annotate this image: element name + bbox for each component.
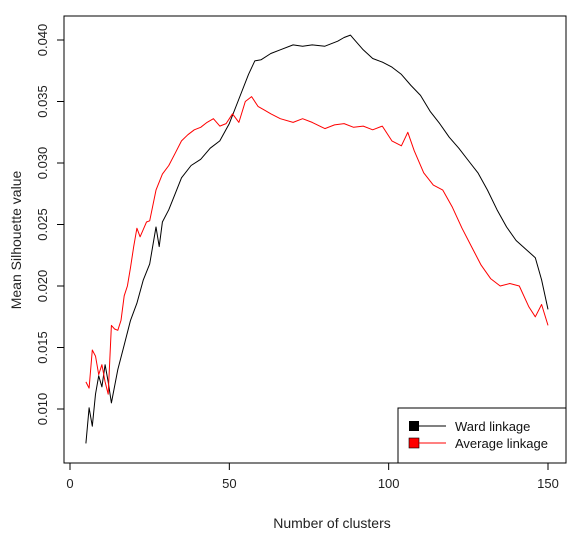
- y-tick-label: 0.035: [35, 85, 50, 118]
- x-tick-label: 150: [537, 476, 559, 491]
- legend-box: [397, 407, 567, 464]
- y-tick-label: 0.010: [35, 393, 50, 426]
- y-tick-label: 0.030: [35, 147, 50, 180]
- x-axis-title: Number of clusters: [273, 515, 390, 531]
- series-layer: [85, 34, 549, 444]
- legend-swatch-ward: [409, 421, 419, 431]
- y-axis: 0.010 0.015 0.020 0.025 0.030 0.035 0.040: [35, 24, 64, 426]
- y-tick-label: 0.020: [35, 270, 50, 303]
- x-tick-label: 0: [66, 476, 73, 491]
- series-line-average: [85, 96, 549, 395]
- y-tick-label: 0.040: [35, 24, 50, 57]
- y-tick-label: 0.025: [35, 208, 50, 241]
- legend-swatch-average: [408, 437, 420, 449]
- x-axis: 0 50 100 150: [66, 462, 559, 491]
- legend-label-ward: Ward linkage: [455, 419, 530, 434]
- series-line-ward: [85, 34, 549, 444]
- x-tick-label: 50: [222, 476, 236, 491]
- legend-label-average: Average linkage: [455, 436, 548, 451]
- y-tick-label: 0.015: [35, 331, 50, 364]
- plot-frame: [63, 15, 567, 464]
- y-axis-title: Mean Silhouette value: [8, 171, 24, 310]
- x-tick-label: 100: [378, 476, 400, 491]
- legend: Ward linkage Average linkage: [397, 407, 567, 464]
